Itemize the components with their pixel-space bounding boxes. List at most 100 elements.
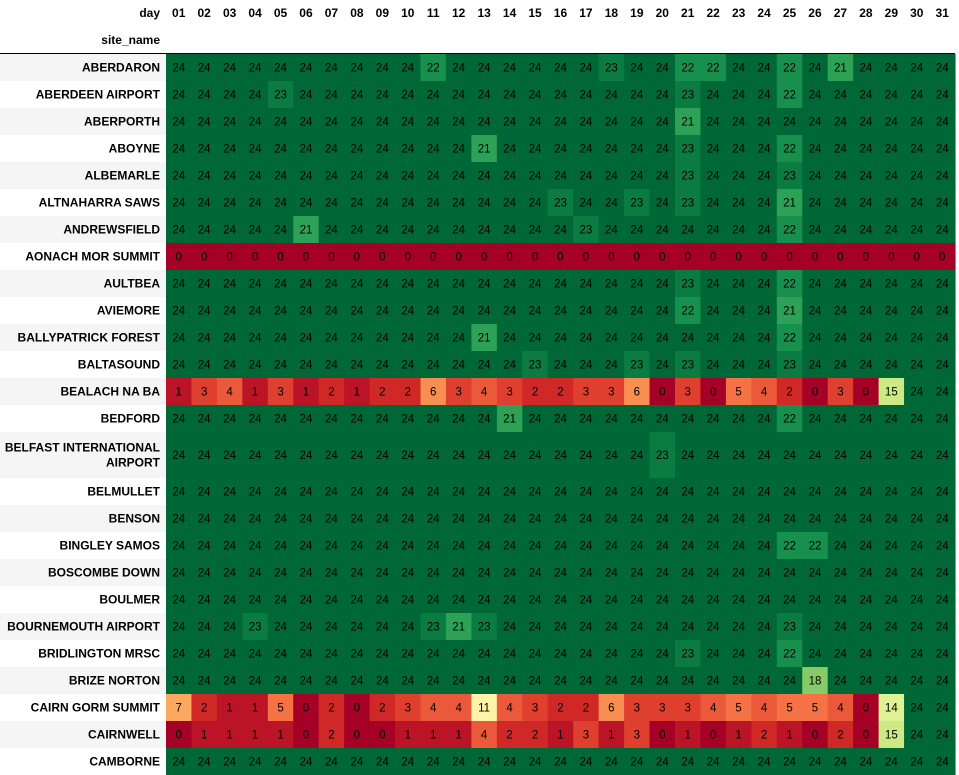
cell-value: 24 xyxy=(503,568,516,580)
cell-value: 24 xyxy=(834,622,847,634)
cell-value: 24 xyxy=(758,622,771,634)
heatmap-cell xyxy=(624,405,651,433)
heatmap-cell xyxy=(496,216,523,244)
cell-value: 24 xyxy=(427,144,440,156)
row-stripe xyxy=(0,270,166,297)
heatmap-cell xyxy=(547,532,574,560)
row-label: ANDREWSFIELD xyxy=(63,223,160,237)
cell-value: 24 xyxy=(707,117,720,129)
heatmap-cell xyxy=(725,324,752,352)
heatmap-cell xyxy=(445,505,472,533)
cell-value: 24 xyxy=(936,90,949,102)
heatmap-cell xyxy=(445,81,472,109)
cell-value: 24 xyxy=(300,117,313,129)
heatmap-cell xyxy=(293,640,320,668)
cell-value: 24 xyxy=(503,171,516,183)
cell-value: 24 xyxy=(554,757,567,769)
cell-value: 24 xyxy=(376,333,389,345)
heatmap-cell xyxy=(369,324,396,352)
heatmap-cell xyxy=(522,721,549,749)
cell-value: 24 xyxy=(859,649,872,661)
cell-value: 24 xyxy=(859,279,872,291)
cell-value: 24 xyxy=(809,63,822,75)
cell-value: 24 xyxy=(223,450,236,462)
cell-value: 24 xyxy=(300,676,313,688)
cell-value: 24 xyxy=(300,414,313,426)
cell-value: 1 xyxy=(405,730,411,742)
cell-value: 24 xyxy=(910,225,923,237)
heatmap-cell xyxy=(802,54,829,82)
heatmap-cell xyxy=(649,478,676,506)
cell-value: 24 xyxy=(325,414,338,426)
cell-value: 24 xyxy=(427,757,440,769)
cell-value: 24 xyxy=(401,487,414,499)
heatmap-cell xyxy=(853,432,880,479)
cell-value: 24 xyxy=(274,649,287,661)
cell-value: 24 xyxy=(859,306,872,318)
heatmap-cell xyxy=(751,505,778,533)
heatmap-cell xyxy=(191,667,218,695)
cell-value: 24 xyxy=(910,595,923,607)
heatmap-cell xyxy=(675,478,702,506)
heatmap-cell xyxy=(649,432,676,479)
heatmap-cell xyxy=(929,378,956,406)
cell-value: 24 xyxy=(707,676,720,688)
heatmap-cell xyxy=(293,378,320,406)
heatmap-cell xyxy=(191,324,218,352)
heatmap-cell xyxy=(853,81,880,109)
row-label: ALTNAHARRA SAWS xyxy=(39,196,160,210)
heatmap-cell xyxy=(776,505,803,533)
heatmap-cell xyxy=(573,351,600,379)
heatmap-cell xyxy=(344,532,371,560)
cell-value: 24 xyxy=(529,90,542,102)
heatmap-cell xyxy=(827,694,854,722)
heatmap-cell xyxy=(904,432,931,479)
heatmap-cell xyxy=(471,405,498,433)
cell-value: 24 xyxy=(885,541,898,553)
heatmap-cell xyxy=(751,324,778,352)
row-label: BRIZE NORTON xyxy=(69,674,160,688)
cell-value: 0 xyxy=(506,252,512,264)
cell-value: 0 xyxy=(328,252,334,264)
cell-value: 24 xyxy=(910,703,923,715)
heatmap-cell xyxy=(395,667,422,695)
cell-value: 24 xyxy=(249,514,262,526)
heatmap-cell xyxy=(853,270,880,298)
heatmap-cell xyxy=(827,613,854,641)
heatmap-cell xyxy=(853,640,880,668)
heatmap-cell xyxy=(267,640,294,668)
heatmap-cell xyxy=(776,135,803,163)
heatmap-cell xyxy=(802,378,829,406)
heatmap-cell xyxy=(496,667,523,695)
cell-value: 2 xyxy=(532,387,538,399)
cell-value: 24 xyxy=(300,306,313,318)
cell-value: 24 xyxy=(936,387,949,399)
cell-value: 24 xyxy=(859,595,872,607)
heatmap-cell xyxy=(522,270,549,298)
heatmap-cell xyxy=(293,694,320,722)
cell-value: 24 xyxy=(656,333,669,345)
column-label-31: 31 xyxy=(936,6,950,20)
heatmap-cell xyxy=(776,532,803,560)
cell-value: 24 xyxy=(936,676,949,688)
cell-value: 24 xyxy=(580,171,593,183)
heatmap-cell xyxy=(751,432,778,479)
cell-value: 24 xyxy=(503,198,516,210)
cell-value: 0 xyxy=(685,252,691,264)
heatmap-cell xyxy=(700,297,727,325)
heatmap-cell xyxy=(420,378,447,406)
heatmap-cell xyxy=(496,297,523,325)
heatmap-cell xyxy=(649,108,676,136)
heatmap-cell xyxy=(293,351,320,379)
heatmap-cell xyxy=(293,748,320,775)
heatmap-cell xyxy=(751,613,778,641)
heatmap-cell xyxy=(598,297,625,325)
heatmap-cell xyxy=(827,532,854,560)
cell-value: 24 xyxy=(885,306,898,318)
cell-value: 24 xyxy=(758,676,771,688)
heatmap-cell xyxy=(318,189,345,217)
cell-value: 24 xyxy=(350,595,363,607)
cell-value: 24 xyxy=(885,90,898,102)
heatmap-cell xyxy=(369,378,396,406)
cell-value: 24 xyxy=(376,360,389,372)
